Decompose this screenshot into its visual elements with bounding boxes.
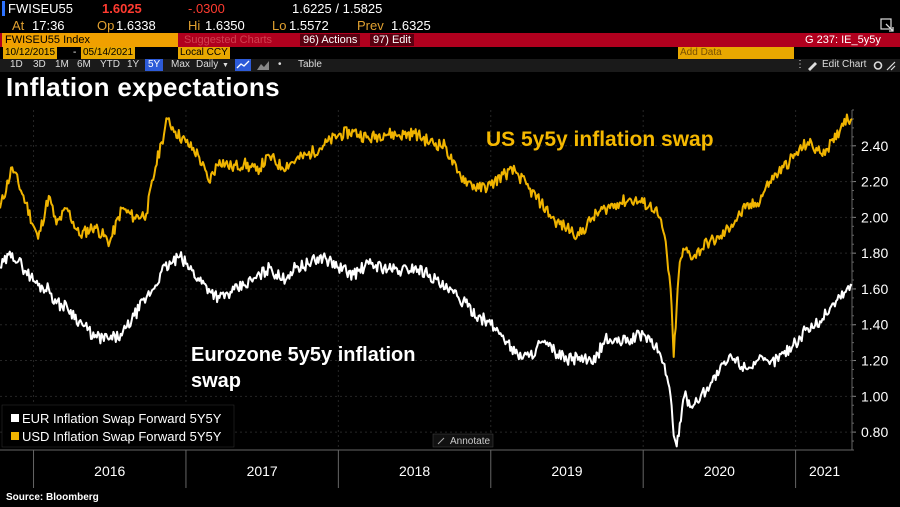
suggested-charts-button[interactable]: Suggested Charts	[184, 34, 273, 46]
period-6m[interactable]: 6M	[77, 59, 91, 70]
x-tick-label: 2021	[809, 463, 840, 479]
x-tick-label: 2016	[94, 463, 125, 479]
stats-row: At 17:36 Op 1.6338 Hi 1.6350 Lo 1.5572 P…	[0, 17, 900, 33]
date-row: 10/12/2015 - 05/14/2021 Local CCY Add Da…	[0, 47, 900, 59]
start-date-input[interactable]: 10/12/2015	[3, 47, 58, 59]
x-tick-label: 2019	[551, 463, 582, 479]
currency-select[interactable]: Local CCY	[178, 47, 230, 59]
page-code: G 237: IE_5y5y	[805, 34, 881, 46]
edit-chart-button[interactable]: Edit Chart	[822, 59, 867, 70]
end-date-input[interactable]: 05/14/2021	[81, 47, 136, 59]
mountain-chart-icon[interactable]	[256, 59, 270, 71]
open-value: 1.6338	[116, 18, 156, 33]
last-price: 1.6025	[102, 1, 142, 16]
index-name[interactable]: FWISEU55 Index	[2, 33, 178, 47]
y-tick-label: 2.00	[861, 209, 888, 225]
legend-label-eur[interactable]: EUR Inflation Swap Forward 5Y5Y	[22, 411, 222, 426]
period-5y[interactable]: 5Y	[145, 59, 164, 71]
low-label: Lo	[272, 18, 287, 33]
open-label: Op	[97, 18, 115, 33]
line-chart-icon[interactable]	[235, 59, 251, 71]
eur-series-line	[0, 250, 853, 448]
add-data-input[interactable]: Add Data	[678, 47, 794, 59]
edit-menu[interactable]: 97) Edit	[370, 34, 414, 46]
bid-ask: 1.6225 / 1.5825	[292, 1, 383, 16]
y-tick-label: 1.40	[861, 317, 888, 333]
quote-time: 17:36	[32, 18, 65, 33]
at-label: At	[12, 18, 25, 33]
annotate-button-bg	[432, 433, 494, 448]
chart-area: 2016 2017 2018 2019 2020 2021 0.80 1.00 1.20 1.4…	[0, 108, 900, 488]
eu-annotation-line1: Eurozone 5y5y inflation	[191, 344, 415, 366]
x-tick-label: 2017	[247, 463, 278, 479]
eu-annotation-line2: swap	[191, 370, 241, 392]
period-1m[interactable]: 1M	[55, 59, 69, 70]
y-tick-label: 0.80	[861, 424, 888, 440]
period-ytd[interactable]: YTD	[100, 59, 120, 70]
prev-value: 1.6325	[391, 18, 431, 33]
frequency-select[interactable]: Daily	[196, 59, 219, 70]
high-label: Hi	[188, 18, 201, 33]
legend[interactable]: EUR Inflation Swap Forward 5Y5Y USD Infl…	[1, 404, 235, 448]
y-tick-label: 1.60	[861, 281, 888, 297]
x-axis: 2016 2017 2018 2019 2020 2021	[0, 449, 852, 488]
source-note: Source: Bloomberg	[6, 492, 99, 503]
y-tick-label: 1.20	[861, 353, 888, 369]
chart-title: Inflation expectations	[6, 72, 280, 102]
x-tick-label: 2018	[399, 463, 430, 479]
toolbar: FWISEU55 Index Suggested Charts 96) Acti…	[0, 33, 900, 47]
date-separator: -	[73, 47, 77, 58]
quote-row: FWISEU55 1.6025 -.0300 1.6225 / 1.5825	[0, 0, 900, 17]
legend-swatch-eur	[11, 414, 19, 422]
prev-label: Prev	[357, 18, 384, 33]
y-tick-label: 2.20	[861, 174, 888, 190]
usd-series-line	[0, 113, 853, 358]
y-tick-label: 1.80	[861, 245, 888, 261]
y-tick-label: 2.40	[861, 138, 888, 154]
y-axis: 0.80 1.00 1.20 1.40 1.60 1.80 2.00 2.20 2.40	[851, 109, 888, 451]
x-tick-label: 2020	[704, 463, 735, 479]
table-button[interactable]: Table	[298, 59, 322, 70]
gear-icon[interactable]	[873, 60, 883, 71]
legend-label-usd[interactable]: USD Inflation Swap Forward 5Y5Y	[22, 429, 222, 444]
period-1y[interactable]: 1Y	[127, 59, 140, 70]
annotate-button[interactable]: Annotate	[432, 433, 494, 448]
period-max[interactable]: Max	[171, 59, 190, 70]
ticker-symbol[interactable]: FWISEU55	[2, 1, 74, 16]
chevron-down-icon[interactable]: ▼	[222, 62, 229, 69]
expand-icon[interactable]	[880, 18, 894, 32]
annotate-label[interactable]: Annotate	[450, 436, 490, 447]
us-annotation: US 5y5y inflation swap	[486, 128, 714, 151]
high-value: 1.6350	[205, 18, 245, 33]
series-lines	[0, 113, 853, 448]
period-3d[interactable]: 3D	[33, 59, 46, 70]
period-row: 1D 3D 1M 6M YTD 1Y 5Y Max Daily ▼ • Tabl…	[0, 59, 900, 72]
more-dots-icon[interactable]: ⋮	[795, 59, 805, 70]
more-options-icon[interactable]: •	[278, 59, 282, 70]
period-1d[interactable]: 1D	[10, 59, 23, 70]
actions-menu[interactable]: 96) Actions	[300, 34, 361, 46]
low-value: 1.5572	[289, 18, 329, 33]
y-tick-label: 1.00	[861, 388, 888, 404]
resize-icon[interactable]	[886, 60, 896, 71]
price-change: -.0300	[188, 1, 225, 16]
pencil-icon[interactable]	[806, 60, 818, 71]
legend-box	[1, 404, 235, 448]
annotate-pencil-icon	[437, 437, 445, 445]
legend-swatch-usd	[11, 432, 19, 440]
